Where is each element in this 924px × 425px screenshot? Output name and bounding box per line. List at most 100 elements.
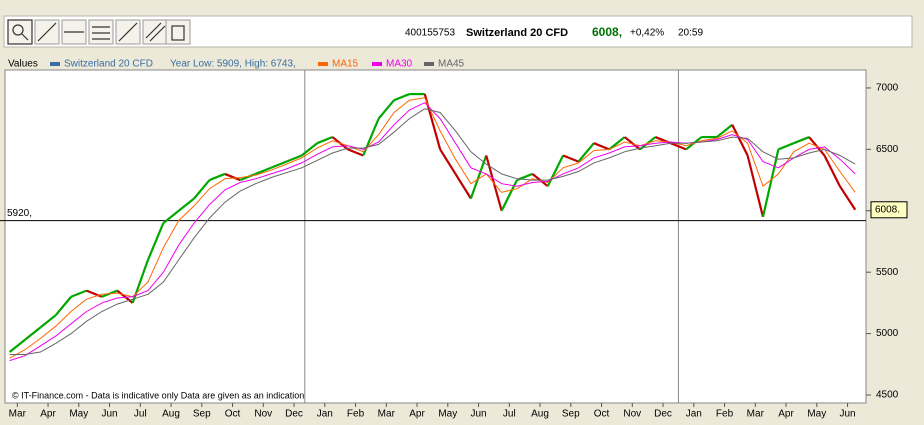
instrument-name: Switzerland 20 CFD: [466, 27, 568, 39]
legend-label: MA45: [438, 59, 465, 70]
price-segment: [577, 142, 595, 163]
instrument-id: 400155753: [405, 28, 455, 39]
price-segment: [500, 179, 518, 212]
x-tick-label: Jul: [134, 409, 147, 420]
y-tick-label: 7000: [876, 83, 899, 94]
price-segment: [393, 93, 410, 102]
price-segment: [239, 172, 257, 182]
zoom-icon: [21, 33, 29, 41]
price-segment: [8, 338, 26, 353]
change: +0,42%: [630, 28, 664, 39]
ma-line: [9, 108, 856, 355]
zoom-icon: [12, 24, 24, 36]
legend-swatch: [318, 62, 328, 66]
x-tick-label: Dec: [654, 409, 672, 420]
price-segment: [285, 154, 303, 163]
price-segment: [793, 136, 810, 145]
legend-label: MA15: [332, 59, 359, 70]
x-tick-label: Sep: [193, 409, 211, 420]
price-segment: [670, 142, 687, 151]
legend-label: Switzerland 20 CFD: [64, 59, 153, 70]
price-segment: [54, 296, 72, 316]
x-tick-label: Jun: [839, 409, 855, 420]
price-segment: [608, 136, 626, 151]
price-segment: [777, 142, 795, 151]
legend-label: MA30: [386, 59, 413, 70]
x-tick-label: Dec: [285, 409, 303, 420]
x-tick-label: Mar: [9, 409, 27, 420]
ma-line: [9, 97, 856, 359]
channel-icon: [118, 22, 138, 42]
x-tick-label: Nov: [623, 409, 641, 420]
x-tick-label: May: [69, 409, 88, 420]
price-segment: [593, 142, 610, 151]
toolbar-buttons: [7, 19, 191, 45]
price-segment: [146, 222, 165, 261]
price-segment: [270, 160, 287, 169]
x-tick-label: Feb: [716, 409, 734, 420]
price-segment: [761, 149, 780, 218]
price-segment: [716, 123, 733, 138]
price-segment: [193, 179, 211, 200]
price-segment: [86, 289, 103, 298]
y-tick-label: 6500: [876, 144, 899, 155]
price-segment: [546, 154, 565, 187]
price-segment: [116, 289, 134, 304]
price-segment: [454, 173, 472, 200]
x-tick-label: Apr: [40, 409, 56, 420]
x-tick-label: Jan: [686, 409, 702, 420]
legend-title: Values: [8, 59, 38, 70]
year-range: Year Low: 5909, High: 6743,: [170, 59, 296, 70]
price-segment: [209, 172, 226, 182]
last-price-box: [870, 201, 908, 219]
price-segment: [623, 136, 641, 151]
price-segment: [301, 142, 318, 157]
time: 20:59: [678, 28, 703, 39]
price-segment: [24, 326, 42, 341]
y-tick-label: 5000: [876, 328, 899, 339]
x-tick-label: Nov: [254, 409, 272, 420]
reference-label: 5920,: [7, 208, 32, 219]
parallel-button[interactable]: [142, 19, 168, 45]
trend-icon: [37, 22, 57, 42]
legend-swatch: [50, 62, 60, 66]
legend-swatch: [424, 62, 434, 66]
price-segment: [178, 197, 195, 212]
x-tick-label: Jun: [470, 409, 486, 420]
x-tick-label: Oct: [225, 409, 241, 420]
price-segment: [224, 172, 241, 182]
price-segment: [39, 314, 57, 329]
parallel-icon: [145, 22, 162, 39]
x-tick-label: May: [807, 409, 826, 420]
parallel-icon: [149, 25, 166, 42]
x-tick-label: Mar: [747, 409, 765, 420]
price-segment: [70, 289, 87, 298]
price-segment: [731, 124, 749, 156]
last-price-label: 6008.: [875, 204, 900, 215]
price-segment: [162, 209, 180, 224]
price-segment: [746, 155, 765, 218]
price-segment: [439, 148, 457, 175]
price: 6008,: [592, 25, 622, 39]
price-segment: [255, 166, 272, 175]
x-tick-label: Jul: [503, 409, 516, 420]
x-tick-label: May: [438, 409, 457, 420]
price-segment: [316, 136, 333, 145]
y-tick-label: 5500: [876, 267, 899, 278]
fib-button[interactable]: [88, 19, 114, 45]
price-segment: [377, 99, 395, 120]
y-tick-label: 4500: [876, 390, 899, 401]
legend-swatch: [372, 62, 382, 66]
x-tick-label: Sep: [562, 409, 580, 420]
x-tick-label: Apr: [778, 409, 794, 420]
zoom-button[interactable]: [7, 19, 33, 45]
price-segment: [823, 154, 841, 187]
price-segment: [562, 154, 579, 163]
x-tick-label: Jan: [317, 409, 333, 420]
trash-icon: [171, 25, 185, 41]
x-tick-label: Mar: [378, 409, 396, 420]
x-tick-label: Aug: [531, 409, 549, 420]
x-tick-label: Apr: [409, 409, 425, 420]
